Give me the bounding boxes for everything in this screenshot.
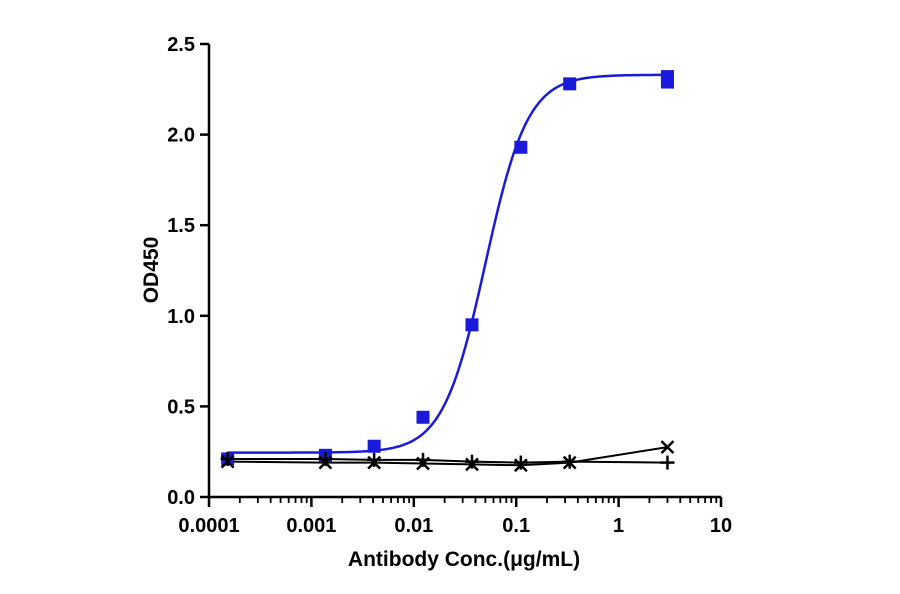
- y-tick-label: 2.0: [167, 125, 195, 147]
- y-tick-label: 0.5: [167, 396, 195, 418]
- data-point-plus: [220, 451, 235, 466]
- y-tick-label: 1.5: [167, 215, 195, 237]
- tick-labels: 0.0 0.5 1.0 1.5 2.0 2.5 0.0001 0.001 0.01 0.1 1 10: [167, 34, 732, 537]
- x-tick-label: 10: [710, 515, 732, 537]
- y-tick-label: 0.0: [167, 487, 195, 509]
- x-axis-title: Antibody Conc.(μg/mL): [348, 548, 580, 571]
- x-tick-label: 0.001: [286, 515, 336, 537]
- data-point-plus: [367, 452, 382, 467]
- x-tick-label: 0.1: [502, 515, 530, 537]
- data-point-square: [563, 77, 577, 91]
- x-tick-label: 1: [613, 515, 624, 537]
- data-point-plus: [318, 451, 333, 466]
- x-tick-label: 0.0001: [178, 515, 239, 537]
- fit-curves: [227, 73, 668, 467]
- data-point-plus: [513, 455, 528, 470]
- data-point-plus: [562, 454, 577, 469]
- data-markers: [220, 70, 675, 473]
- fit-curve-blue: [227, 73, 668, 454]
- fit-curve-3: [227, 457, 668, 464]
- data-point-plus: [660, 455, 675, 470]
- data-point-square: [416, 410, 430, 424]
- data-point-square: [660, 70, 674, 84]
- x-tick-label: 0.01: [394, 515, 433, 537]
- y-tick-label: 2.5: [167, 34, 195, 56]
- y-axis-title: OD450: [140, 237, 163, 304]
- data-point-square: [465, 318, 479, 332]
- axes: [200, 42, 723, 507]
- data-point-square: [514, 140, 528, 154]
- data-point-plus: [464, 454, 479, 469]
- data-point-plus: [416, 452, 431, 467]
- data-point-square: [367, 439, 381, 453]
- data-point-x: [660, 440, 675, 455]
- fit-curve-2: [227, 446, 668, 467]
- y-tick-label: 1.0: [167, 306, 195, 328]
